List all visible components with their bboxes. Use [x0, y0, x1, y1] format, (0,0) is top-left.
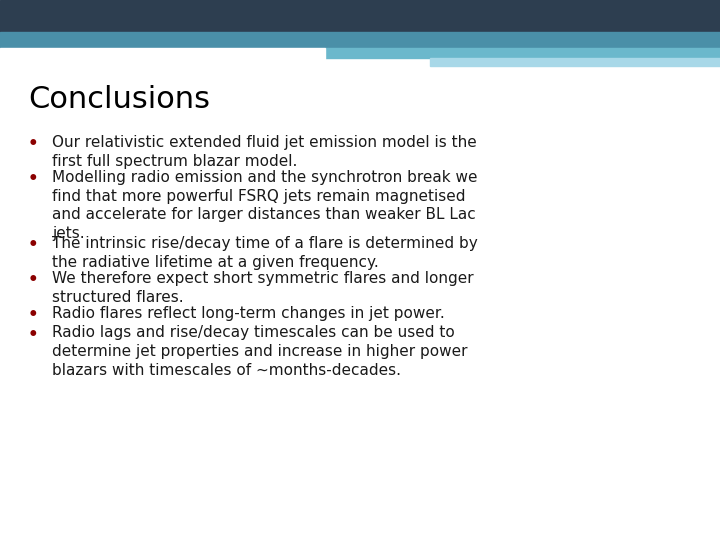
Bar: [325, 48, 720, 58]
Text: •: •: [28, 236, 39, 254]
Text: Radio flares reflect long-term changes in jet power.: Radio flares reflect long-term changes i…: [52, 306, 445, 321]
Text: The intrinsic rise/decay time of a flare is determined by
the radiative lifetime: The intrinsic rise/decay time of a flare…: [52, 236, 478, 269]
Text: Conclusions: Conclusions: [28, 85, 210, 114]
Text: •: •: [28, 306, 39, 324]
Text: •: •: [28, 135, 39, 153]
Text: •: •: [28, 271, 39, 289]
Text: •: •: [28, 326, 39, 343]
Text: Radio lags and rise/decay timescales can be used to
determine jet properties and: Radio lags and rise/decay timescales can…: [52, 326, 467, 377]
Bar: [0, 32, 720, 48]
Bar: [430, 58, 720, 66]
Text: Modelling radio emission and the synchrotron break we
find that more powerful FS: Modelling radio emission and the synchro…: [52, 170, 477, 241]
Text: •: •: [28, 170, 39, 188]
Text: We therefore expect short symmetric flares and longer
structured flares.: We therefore expect short symmetric flar…: [52, 271, 474, 305]
Bar: [0, 0, 720, 32]
Text: Our relativistic extended fluid jet emission model is the
first full spectrum bl: Our relativistic extended fluid jet emis…: [52, 135, 477, 168]
Bar: [0, 48, 325, 66]
